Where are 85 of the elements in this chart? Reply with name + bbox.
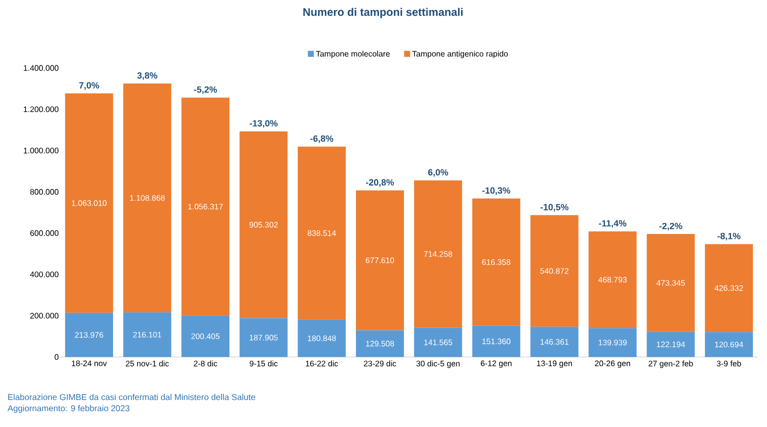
x-tick-label: 18-24 nov [72, 360, 107, 366]
data-label: 129.508 [366, 340, 394, 346]
x-tick-label: 16-22 dic [306, 360, 338, 366]
data-label: 180.848 [308, 335, 336, 342]
y-tick-label: 600.000 [30, 230, 58, 236]
data-label: 677.610 [366, 257, 394, 264]
data-label: 468.793 [598, 276, 627, 283]
y-tick-label: 1.200.000 [24, 106, 58, 112]
bar [530, 326, 578, 357]
bar [588, 231, 637, 328]
data-label: 905.302 [250, 222, 278, 228]
annotation: 6,0% [428, 169, 448, 177]
bar [356, 190, 404, 330]
x-tick-label: 30 dic-5 gen [416, 360, 460, 368]
bar [123, 312, 172, 357]
x-tick-label: 20-26 gen [594, 360, 630, 368]
annotation: -20,8% [366, 179, 394, 187]
bar [704, 332, 753, 357]
x-tick-label: 6-12 gen [480, 360, 512, 368]
bar [646, 332, 695, 357]
bar [298, 146, 346, 320]
text: Aggiornamento: 9 febbraio 2023 [8, 405, 130, 413]
bar [472, 326, 520, 357]
bar [588, 328, 637, 357]
annotation: -11,4% [598, 220, 626, 228]
data-label: 1.063.010 [72, 200, 107, 206]
y-tick-label: 0 [54, 354, 58, 360]
bar [65, 93, 114, 313]
data-label: 216.101 [133, 332, 162, 338]
annotation: 3,8% [137, 72, 158, 80]
bar [530, 215, 578, 327]
data-label: 151.360 [482, 338, 510, 344]
bar [704, 244, 753, 332]
text: Elaborazione GIMBE da casi confermati dal Ministero della Salute [8, 394, 256, 400]
annotation: -8,1% [718, 232, 740, 241]
x-tick-label: 23-29 dic [364, 360, 396, 366]
data-label: 1.108.868 [130, 195, 165, 201]
data-label: 122.194 [656, 342, 685, 348]
data-label: 1.056.317 [188, 204, 223, 210]
chart-title: Numero di tamponi settimanali [303, 8, 463, 18]
y-tick-label: 800.000 [30, 189, 58, 195]
bar [472, 198, 520, 326]
y-tick-label: 1.000.000 [24, 148, 58, 154]
legend-label: Tampone molecolare [316, 50, 390, 58]
x-tick-label: 9-15 dic [250, 360, 278, 366]
x-tick-label: 2-8 dic [194, 360, 218, 366]
bar [298, 320, 346, 357]
x-tick-label: 3-9 feb [716, 360, 742, 366]
data-label: 200.405 [191, 333, 220, 340]
bar [240, 131, 288, 318]
data-label: 473.345 [656, 280, 685, 286]
bar [65, 312, 114, 357]
y-tick-label: 400.000 [30, 272, 58, 278]
data-label: 139.939 [598, 340, 627, 346]
y-tick-label: 200.000 [30, 312, 58, 319]
data-label: 213.976 [75, 332, 104, 338]
data-label: 141.565 [424, 340, 452, 346]
x-tick-label: 27 gen-2 feb [648, 360, 693, 368]
x-tick-label: 25 nov-1 dic [126, 360, 169, 366]
bar [414, 180, 462, 328]
bar [123, 83, 172, 312]
y-tick-label: 1.400.000 [24, 65, 58, 71]
annotation: -5,2% [194, 86, 217, 94]
bar [414, 328, 462, 357]
data-label: 146.361 [540, 339, 568, 345]
annotation: -6,8% [310, 135, 334, 144]
bar [356, 330, 404, 357]
legend-label: Tampone antigenico rapido [412, 50, 508, 58]
annotation: -10,3% [482, 187, 510, 195]
data-label: 838.514 [308, 230, 336, 236]
annotation: -2,2% [659, 222, 682, 231]
annotation: 7,0% [79, 82, 100, 90]
data-label: 714.258 [424, 251, 452, 257]
bar [240, 318, 288, 357]
data-label: 540.872 [540, 268, 568, 274]
data-label: 426.332 [714, 285, 743, 291]
data-label: 616.358 [482, 259, 510, 265]
data-label: 120.694 [715, 342, 744, 348]
bar [646, 234, 695, 332]
annotation: -13,0% [250, 120, 278, 128]
bar [181, 98, 230, 316]
bar [181, 316, 230, 357]
x-tick-label: 13-19 gen [537, 360, 572, 368]
annotation: -10,5% [540, 204, 568, 212]
data-label: 187.905 [250, 334, 278, 340]
